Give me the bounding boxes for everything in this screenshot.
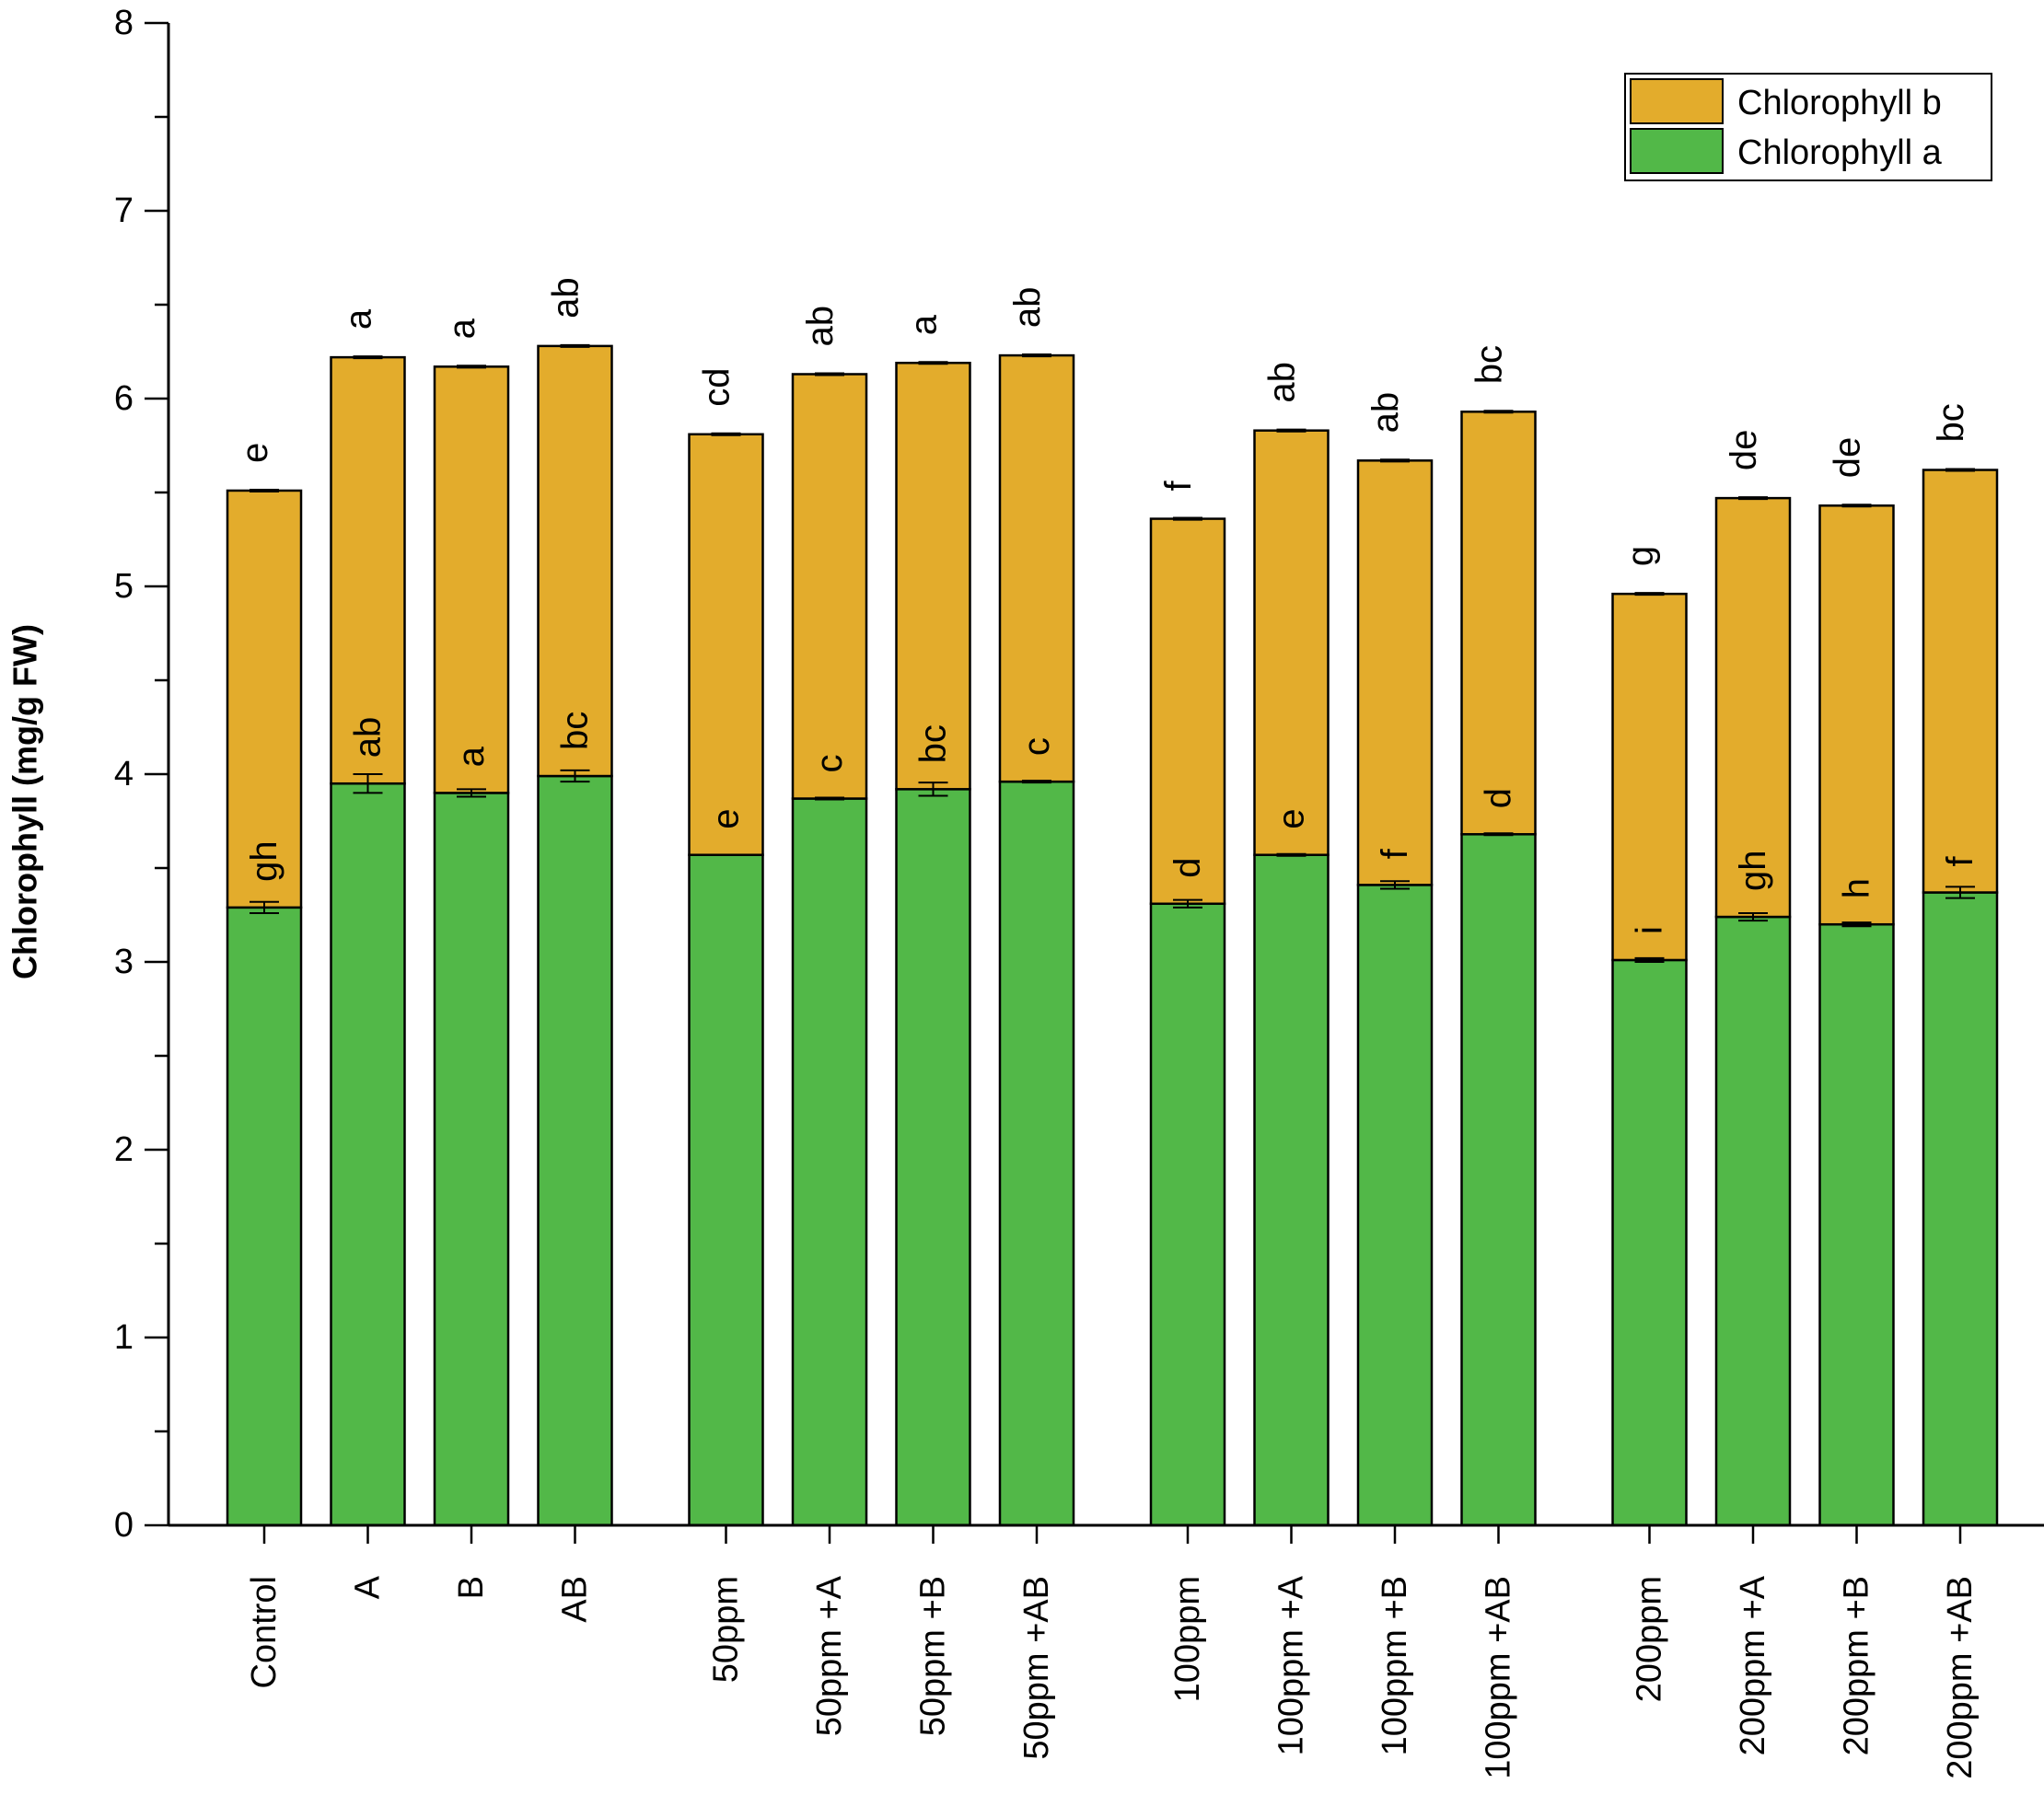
sig-label-chlorophyll-b: a bbox=[904, 314, 945, 335]
x-tick-label: B bbox=[452, 1576, 491, 1599]
sig-label-chlorophyll-b: ab bbox=[546, 277, 586, 318]
sig-label-chlorophyll-a: gh bbox=[1733, 851, 1773, 892]
y-tick-label: 3 bbox=[114, 943, 134, 981]
x-tick-label: 50ppm bbox=[707, 1576, 746, 1683]
x-tick-label: 100ppm +AB bbox=[1480, 1576, 1518, 1779]
bar-chlorophyll-b bbox=[1356, 459, 1434, 886]
sig-label-chlorophyll-b: de bbox=[1724, 430, 1764, 471]
bar-chlorophyll-b bbox=[433, 365, 510, 794]
bar-chlorophyll-a bbox=[537, 774, 613, 1527]
x-tick-label: 200ppm +AB bbox=[1941, 1576, 1980, 1779]
sig-label-chlorophyll-b: de bbox=[1828, 437, 1868, 479]
bar-chlorophyll-b bbox=[1460, 411, 1537, 836]
sig-label-chlorophyll-a: bc bbox=[913, 724, 954, 763]
y-axis-title: Chlorophyll (mg/g FW) bbox=[6, 624, 44, 979]
sig-label-chlorophyll-b: e bbox=[235, 443, 275, 463]
sig-label-chlorophyll-a: ab bbox=[348, 717, 389, 758]
sig-label-chlorophyll-a: bc bbox=[555, 712, 596, 750]
x-tick-label: Control bbox=[245, 1576, 284, 1689]
bar-chlorophyll-a bbox=[1922, 891, 1999, 1527]
legend-entry-label: Chlorophyll b bbox=[1737, 84, 1942, 122]
x-tick-label: 200ppm bbox=[1631, 1576, 1669, 1702]
bar-chlorophyll-a bbox=[1460, 833, 1537, 1527]
bar-chlorophyll-a bbox=[998, 780, 1075, 1527]
sig-label-chlorophyll-a: d bbox=[1479, 788, 1519, 808]
bar-chlorophyll-a bbox=[330, 782, 406, 1527]
sig-label-chlorophyll-b: ab bbox=[1365, 392, 1406, 434]
bar-chlorophyll-b bbox=[1922, 469, 1999, 894]
y-tick-label: 6 bbox=[114, 379, 134, 418]
x-tick-label: 100ppm +A bbox=[1272, 1575, 1311, 1755]
bar-chlorophyll-a bbox=[226, 906, 303, 1527]
sig-label-chlorophyll-b: ab bbox=[1007, 287, 1048, 329]
sig-label-chlorophyll-a: d bbox=[1167, 858, 1208, 878]
bar-chlorophyll-b bbox=[1818, 504, 1895, 926]
legend: Chlorophyll b Chlorophyll a bbox=[1624, 73, 1992, 181]
x-tick-label: 100ppm bbox=[1168, 1576, 1207, 1702]
bar-chlorophyll-a bbox=[688, 853, 764, 1527]
bar-chlorophyll-a bbox=[433, 792, 510, 1527]
sig-label-chlorophyll-a: c bbox=[1016, 737, 1057, 756]
bar-chlorophyll-b bbox=[791, 373, 868, 800]
axes-layer: Control A B AB 50ppm 50ppm +A 50ppm +B 50ppm +A… bbox=[6, 4, 2044, 1779]
x-tick-label: A bbox=[349, 1575, 388, 1599]
legend-swatch bbox=[1630, 128, 1724, 174]
x-tick-label: 50ppm +B bbox=[914, 1576, 953, 1736]
y-tick-label: 4 bbox=[114, 755, 134, 793]
bar-chlorophyll-b bbox=[226, 489, 303, 909]
bar-chlorophyll-a bbox=[1149, 902, 1226, 1527]
sig-label-chlorophyll-b: a bbox=[339, 308, 379, 330]
sig-label-chlorophyll-b: ab bbox=[1262, 362, 1303, 403]
sig-label-chlorophyll-b: cd bbox=[697, 368, 737, 407]
bar-chlorophyll-a bbox=[895, 788, 971, 1527]
legend-entry-label: Chlorophyll a bbox=[1737, 133, 1943, 172]
sig-label-chlorophyll-b: bc bbox=[1469, 345, 1510, 384]
sig-label-chlorophyll-b: a bbox=[442, 318, 482, 339]
sig-label-chlorophyll-a: c bbox=[809, 755, 850, 773]
bar-chlorophyll-b bbox=[1149, 517, 1226, 906]
x-tick-label: 50ppm +A bbox=[810, 1575, 849, 1736]
sig-label-chlorophyll-b: bc bbox=[1931, 403, 1971, 442]
bar-chlorophyll-b bbox=[330, 355, 406, 785]
y-tick-label: 0 bbox=[114, 1506, 134, 1545]
x-tick-label: AB bbox=[556, 1576, 595, 1623]
bar-chlorophyll-a bbox=[1253, 853, 1330, 1527]
x-tick-label: 200ppm +A bbox=[1734, 1575, 1772, 1755]
y-tick-label: 8 bbox=[114, 4, 134, 42]
bar-chlorophyll-a bbox=[1714, 915, 1792, 1527]
x-tick-label: 200ppm +B bbox=[1838, 1576, 1876, 1755]
bar-chlorophyll-a bbox=[1818, 922, 1895, 1527]
sig-label-chlorophyll-a: f bbox=[1375, 848, 1415, 859]
bar-chlorophyll-b bbox=[688, 433, 764, 856]
bars-layer: gh e ab a a a bc ab e cd c ab bc a c ab d f e ab f ab d bc i g gh d… bbox=[226, 277, 1999, 1527]
y-tick-label: 7 bbox=[114, 191, 134, 230]
bar-chlorophyll-b bbox=[998, 353, 1075, 783]
sig-label-chlorophyll-a: f bbox=[1940, 856, 1980, 867]
sig-label-chlorophyll-a: e bbox=[1272, 808, 1312, 828]
bar-chlorophyll-b bbox=[1611, 592, 1688, 962]
x-tick-label: 100ppm +B bbox=[1376, 1576, 1414, 1755]
y-tick-label: 2 bbox=[114, 1130, 134, 1169]
sig-label-chlorophyll-b: g bbox=[1620, 546, 1661, 566]
y-tick-label: 5 bbox=[114, 567, 134, 606]
x-tick-label: 50ppm +AB bbox=[1017, 1576, 1056, 1760]
sig-label-chlorophyll-a: e bbox=[706, 808, 747, 828]
sig-label-chlorophyll-a: i bbox=[1630, 926, 1670, 934]
sig-label-chlorophyll-b: f bbox=[1158, 481, 1199, 492]
bar-chlorophyll-a bbox=[1611, 958, 1688, 1527]
y-tick-label: 1 bbox=[114, 1318, 134, 1357]
bar-chlorophyll-a bbox=[1356, 884, 1434, 1527]
sig-label-chlorophyll-a: gh bbox=[244, 840, 285, 882]
legend-swatch bbox=[1630, 78, 1724, 124]
bar-chlorophyll-b bbox=[1253, 429, 1330, 856]
sig-label-chlorophyll-b: ab bbox=[800, 306, 841, 347]
sig-label-chlorophyll-a: h bbox=[1837, 878, 1877, 898]
sig-label-chlorophyll-a: a bbox=[451, 746, 492, 767]
bar-chlorophyll-a bbox=[791, 797, 868, 1527]
